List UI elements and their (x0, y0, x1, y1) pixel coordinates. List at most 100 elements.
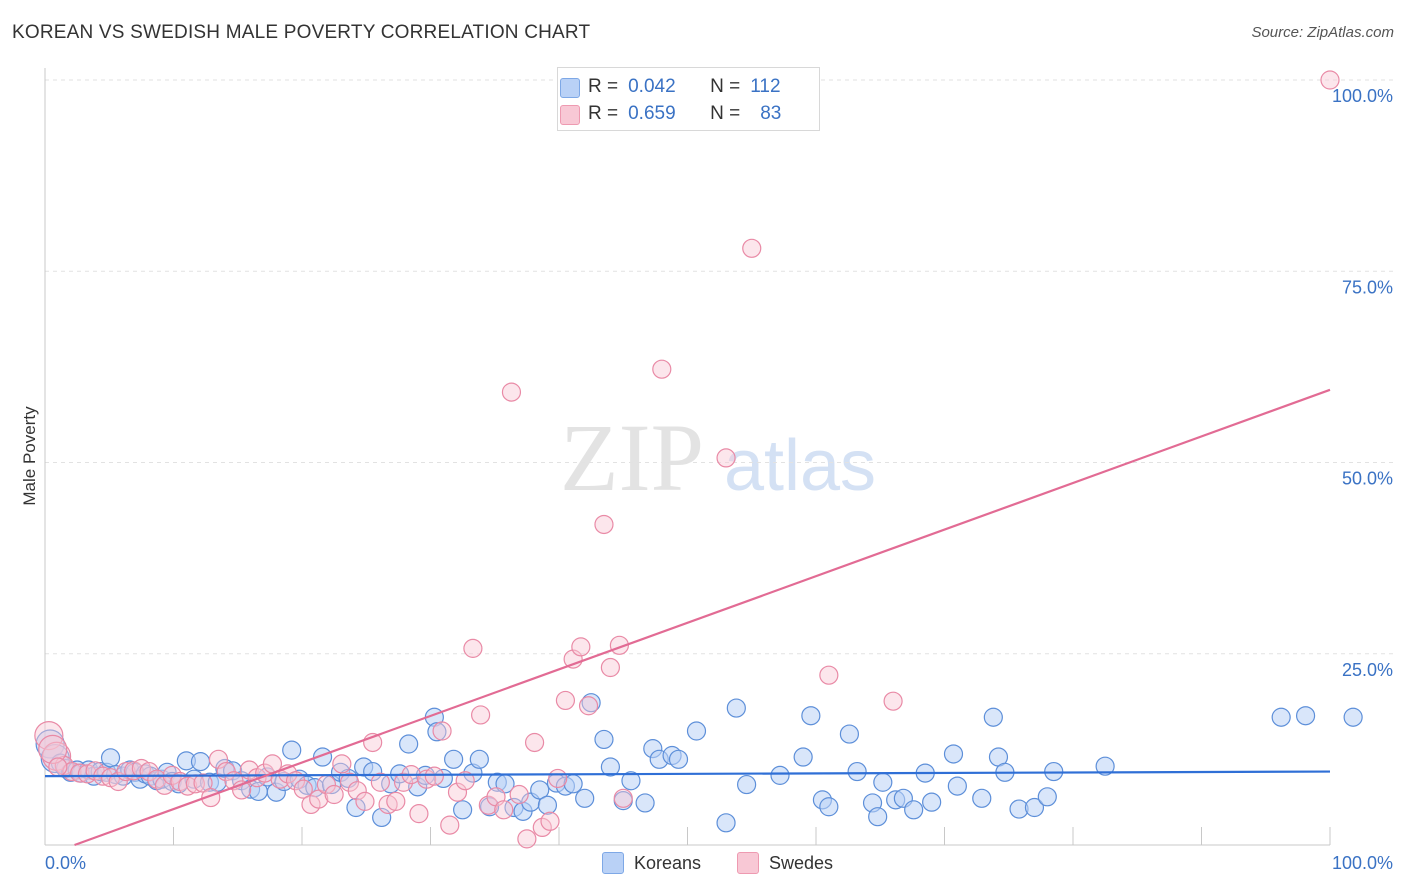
data-point (355, 791, 375, 811)
data-point (922, 792, 942, 812)
n-label: N = (710, 103, 741, 124)
swedes-n-value: 83 (760, 103, 782, 124)
stats-box: R = 0.042 N = 112 R = 0.659 N = 83 (557, 67, 820, 131)
data-point (517, 829, 537, 849)
n-label: N = (710, 76, 741, 97)
source-label: Source: ZipAtlas.com (1251, 24, 1394, 41)
data-point (509, 784, 529, 805)
legend-swedes-swatch (737, 852, 759, 874)
data-point (293, 779, 313, 799)
data-point (972, 788, 992, 808)
data-point (600, 757, 621, 777)
data-point (463, 638, 483, 658)
data-point (427, 722, 447, 742)
data-point (668, 749, 689, 769)
swedes-swatch (560, 105, 580, 125)
data-point (571, 637, 591, 657)
data-point (370, 772, 390, 792)
data-point (48, 757, 68, 777)
data-point (819, 797, 839, 817)
watermark-atlas: atlas (724, 426, 876, 506)
legend-koreans-label: Koreans (634, 852, 702, 873)
data-point (540, 811, 560, 831)
data-point (530, 780, 550, 800)
data-point (1095, 756, 1115, 776)
data-point (100, 748, 121, 768)
data-point (819, 665, 839, 685)
swedes-r-value: 0.659 (628, 103, 676, 124)
data-point (471, 705, 491, 725)
data-point (575, 788, 595, 808)
data-point (686, 721, 707, 741)
data-point (652, 359, 672, 379)
data-point (594, 514, 614, 535)
data-point (393, 772, 414, 792)
koreans-trend-line (44, 770, 1331, 778)
data-point (1271, 707, 1291, 727)
y-tick-label: 75.0% (1342, 277, 1393, 297)
data-point (190, 752, 211, 772)
koreans-n-value: 112 (750, 76, 781, 97)
data-point (600, 657, 621, 678)
data-point (594, 729, 614, 750)
data-point (1024, 797, 1045, 818)
data-point (578, 696, 599, 716)
data-point (847, 761, 867, 782)
grid-lines (45, 79, 1395, 655)
data-point (332, 754, 352, 774)
data-point (469, 749, 489, 769)
data-point (347, 781, 367, 801)
data-point (208, 749, 229, 769)
data-point (904, 800, 924, 820)
data-point (868, 807, 888, 827)
swedes-trend-line (74, 388, 1331, 847)
data-point (282, 740, 302, 760)
x-tick-label-min: 0.0% (45, 853, 86, 873)
data-point (793, 747, 813, 767)
watermark-zip: ZIP (560, 404, 704, 511)
data-point (432, 721, 452, 741)
zipatlas-watermark: ZIP atlas (560, 404, 876, 511)
trend-lines (44, 388, 1331, 847)
data-point (453, 800, 473, 820)
koreans-r-value: 0.042 (628, 76, 676, 97)
data-point (178, 776, 198, 796)
data-point (444, 749, 464, 769)
data-point (983, 707, 1003, 727)
tick-labels: 25.0% 50.0% 75.0% 100.0% 0.0% 100.0% (45, 86, 1393, 873)
data-point (494, 800, 514, 820)
chart-title: KOREAN VS SWEDISH MALE POVERTY CORRELATI… (12, 22, 591, 43)
data-point (386, 791, 406, 811)
data-point (716, 813, 736, 833)
y-tick-label: 100.0% (1332, 86, 1393, 106)
data-point (38, 734, 68, 764)
data-point (480, 797, 500, 817)
axes (44, 68, 1331, 846)
data-point (501, 382, 522, 402)
data-point (1295, 706, 1316, 726)
data-point (131, 758, 151, 779)
data-point (378, 794, 398, 815)
r-label: R = (588, 103, 619, 124)
data-point (409, 804, 429, 824)
x-tick-label-max: 100.0% (1332, 853, 1393, 873)
data-point (555, 690, 576, 711)
data-point (77, 764, 98, 784)
data-point (873, 772, 893, 792)
y-tick-label: 50.0% (1342, 469, 1393, 489)
stats-row-swedes: R = 0.659 N = 83 (560, 101, 782, 127)
data-point (947, 776, 967, 796)
data-point (742, 238, 762, 258)
data-point (532, 817, 552, 838)
data-point (440, 815, 460, 835)
data-point (548, 768, 568, 789)
data-point (839, 724, 860, 744)
data-point (621, 771, 641, 791)
data-point (1320, 70, 1340, 90)
data-point (324, 784, 344, 805)
data-point (1037, 787, 1057, 807)
r-label: R = (588, 76, 619, 97)
stats-row-koreans: R = 0.042 N = 112 (560, 74, 781, 100)
data-point (737, 774, 757, 795)
